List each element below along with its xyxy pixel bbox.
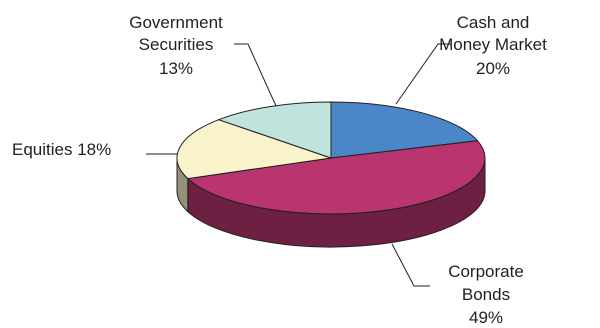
- slice-label-corporate-line2: Bonds: [462, 285, 510, 304]
- leader-line-corporate: [391, 243, 430, 287]
- pie-slice-equities: [176, 119, 332, 180]
- slice-label-corporate-line3: 49%: [469, 308, 503, 327]
- slice-label-government-line1: Government: [129, 13, 223, 32]
- slice-label-cash-line2: Money Market: [439, 35, 547, 54]
- label-leaders: [146, 43, 452, 287]
- leader-line-government: [234, 43, 277, 107]
- slice-label-cash-line1: Cash and: [457, 13, 530, 32]
- slice-label-cash-line3: 20%: [476, 59, 510, 78]
- slice-label-corporate-line1: Corporate: [448, 262, 524, 281]
- slice-label-equities: Equities 18%: [12, 140, 111, 159]
- pie-slice-cash: [330, 101, 479, 159]
- leader-line-cash: [395, 43, 452, 105]
- pie-slice-corporate: [186, 140, 486, 215]
- pie-tops: [176, 101, 486, 215]
- pie-slice-government: [217, 101, 332, 159]
- slice-label-government-line2: Securities: [139, 35, 214, 54]
- slice-label-government-line3: 13%: [159, 59, 193, 78]
